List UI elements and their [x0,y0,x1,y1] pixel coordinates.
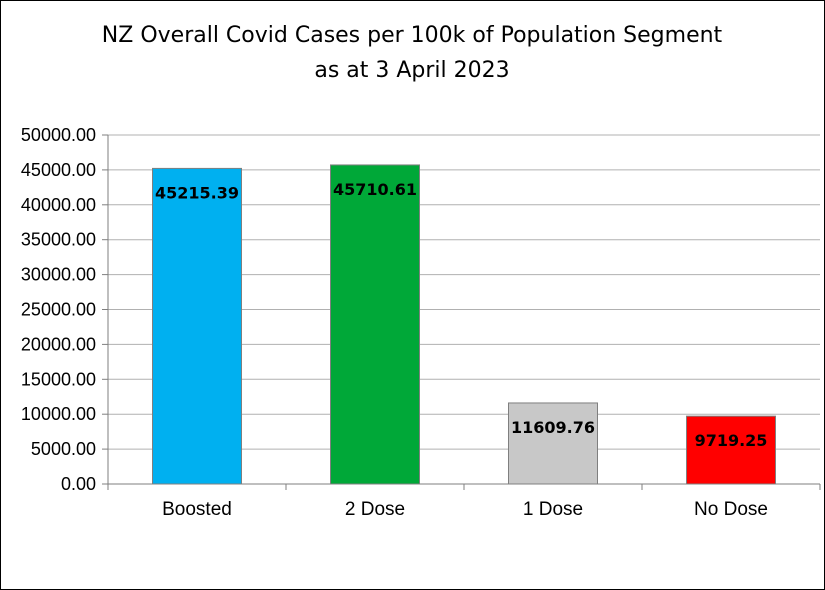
y-tick-label: 40000.00 [21,195,96,215]
data-label: 45215.39 [155,183,239,202]
x-tick-label: Boosted [162,499,232,520]
y-tick-label: 45000.00 [21,160,96,180]
y-tick-label: 30000.00 [21,265,96,285]
chart-subtitle: as at 3 April 2023 [314,58,509,83]
data-label: 11609.76 [511,418,595,437]
x-tick-label: 2 Dose [345,499,405,520]
y-tick-label: 25000.00 [21,300,96,320]
y-tick-label: 20000.00 [21,334,96,354]
bar-1-dose [508,402,598,485]
y-tick-label: 0.00 [61,474,96,494]
data-label: 45710.61 [333,180,417,199]
chart-title: NZ Overall Covid Cases per 100k of Popul… [102,23,723,48]
data-label: 9719.25 [695,431,768,450]
y-tick-label: 50000.00 [21,125,96,145]
bars [152,164,776,485]
y-tick-label: 5000.00 [31,439,96,459]
x-tick-label: 1 Dose [523,499,583,520]
bar-no-dose [686,415,776,485]
bar-boosted [152,167,242,485]
x-tick-label: No Dose [694,499,768,520]
bar-2-dose [330,164,420,485]
labels: 0.00 5000.00 10000.00 15000.00 20000.00 25000… [21,125,768,520]
y-tick-label: 15000.00 [21,369,96,389]
y-tick-label: 35000.00 [21,230,96,250]
y-tick-label: 10000.00 [21,404,96,424]
